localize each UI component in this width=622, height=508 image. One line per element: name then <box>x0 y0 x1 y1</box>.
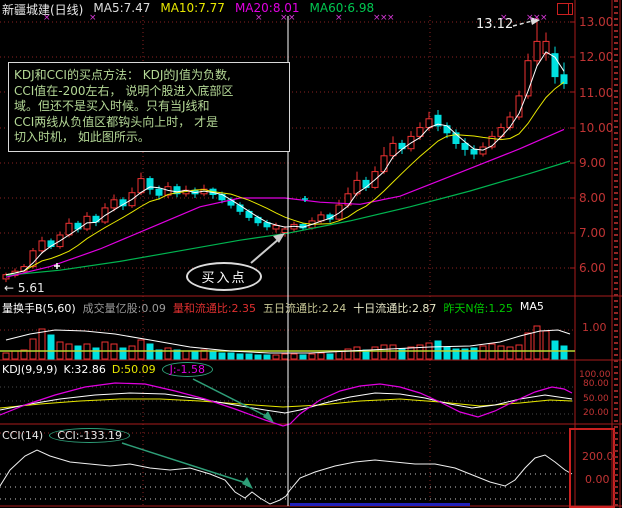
buy-point-label: 买入点 <box>201 271 247 286</box>
annotation-line: CCI值在-200左右， 说明个股进入底部区 <box>14 83 234 98</box>
candidate-marker-x: × <box>380 13 388 23</box>
candidate-marker-x: × <box>500 13 508 23</box>
kdj-scale-label: 50.00 <box>583 394 609 404</box>
price-axis-label: 11.00 <box>579 86 614 100</box>
volume-ratio1-value: 量和流通比:2.35 <box>172 302 257 315</box>
kdj-j-value: J:-1.58 <box>169 363 206 376</box>
candidate-marker-x: × <box>540 13 548 23</box>
cci-header: CCI(14) CCI:-133.19 <box>2 428 130 443</box>
candidate-marker-x: × <box>373 13 381 23</box>
ma10-value: MA10:7.77 <box>160 1 225 15</box>
peak-price-label: 13.12 <box>476 17 514 32</box>
kdj-k-value: K:32.86 <box>63 363 106 376</box>
cci-value-highlight-ellipse: CCI:-133.19 <box>49 428 130 443</box>
volume-ntimes-value: 昨天N倍:1.25 <box>443 302 513 315</box>
candidate-marker-x: × <box>533 13 541 23</box>
volume-scale-label: 1.00 <box>582 321 607 334</box>
kdj-scale-label: 20.00 <box>583 408 609 418</box>
cci-value: CCI:-133.19 <box>57 429 122 442</box>
cci-scale-label: 200.0 <box>582 450 614 463</box>
price-axis-label: 8.00 <box>579 191 606 205</box>
right-tick-ruler <box>614 0 618 508</box>
price-axis-label: 9.00 <box>579 156 606 170</box>
candidate-marker-x: × <box>43 13 51 23</box>
price-axis-label: 10.00 <box>579 121 614 135</box>
kdj-header: KDJ(9,9,9) K:32.86 D:50.09 J:-1.58 <box>2 362 214 377</box>
ma5-value: MA5:7.47 <box>93 1 151 15</box>
title-bar: 新疆城建(日线) MA5:7.47 MA10:7.77 MA20:8.01 MA… <box>2 1 374 18</box>
kdj-d-value: D:50.09 <box>111 363 156 376</box>
candidate-marker-x: × <box>280 13 288 23</box>
candidate-marker-x: × <box>335 13 343 23</box>
cci-indicator-label: CCI(14) <box>2 429 44 442</box>
candidate-marker-x: × <box>526 13 534 23</box>
volume-header: 量换手B(5,60) 成交量亿股:0.09 量和流通比:2.35 五日流通比:2… <box>2 300 544 316</box>
volume-amount-value: 成交量亿股:0.09 <box>82 302 166 315</box>
ma60-value: MA60:6.98 <box>309 1 375 15</box>
window-icon[interactable] <box>557 3 573 15</box>
buy-point-ellipse: 买入点 <box>186 262 262 291</box>
ma20-value: MA20:8.01 <box>234 1 300 15</box>
kdj-scale-label: 100.00 <box>579 370 611 380</box>
stock-title: 新疆城建(日线) <box>2 3 84 17</box>
volume-indicator-label: 量换手B(5,60) <box>2 302 76 315</box>
kdj-j-highlight-ellipse: J:-1.58 <box>161 362 214 377</box>
candidate-marker-x: × <box>255 13 263 23</box>
annotation-line: KDJ和CCI的买点方法： KDJ的J值为负数, <box>14 68 231 82</box>
kdj-scale-label: 80.00 <box>583 379 609 389</box>
candidate-marker-x: × <box>288 13 296 23</box>
volume-ma-label: MA5 <box>519 300 544 313</box>
annotation-line: 切入时机， 如此图所示。 <box>14 130 150 144</box>
candidate-marker-x: × <box>387 13 395 23</box>
annotation-line: 域。但还不是买入时候。只有当J线和 <box>14 99 210 113</box>
low-price-label: ← 5.61 <box>4 281 45 295</box>
annotation-line: CCI两线从负值区都钩头向上时， 才是 <box>14 114 219 129</box>
price-axis-label: 13.00 <box>579 15 614 29</box>
price-axis-label: 12.00 <box>579 50 614 64</box>
volume-ratio2-value: 五日流通比:2.24 <box>263 302 347 315</box>
annotation-box: KDJ和CCI的买点方法： KDJ的J值为负数, CCI值在-200左右， 说明… <box>8 62 290 152</box>
volume-ratio3-value: 十日流通比:2.87 <box>353 302 437 315</box>
kdj-indicator-label: KDJ(9,9,9) <box>2 363 58 376</box>
price-axis-label: 6.00 <box>579 261 606 275</box>
cci-scale-highlight-box <box>569 428 615 508</box>
censor-scribble <box>18 40 102 56</box>
candidate-marker-x: × <box>89 13 97 23</box>
price-axis-label: 7.00 <box>579 226 606 240</box>
cci-scale-label: 0.00 <box>585 473 610 486</box>
